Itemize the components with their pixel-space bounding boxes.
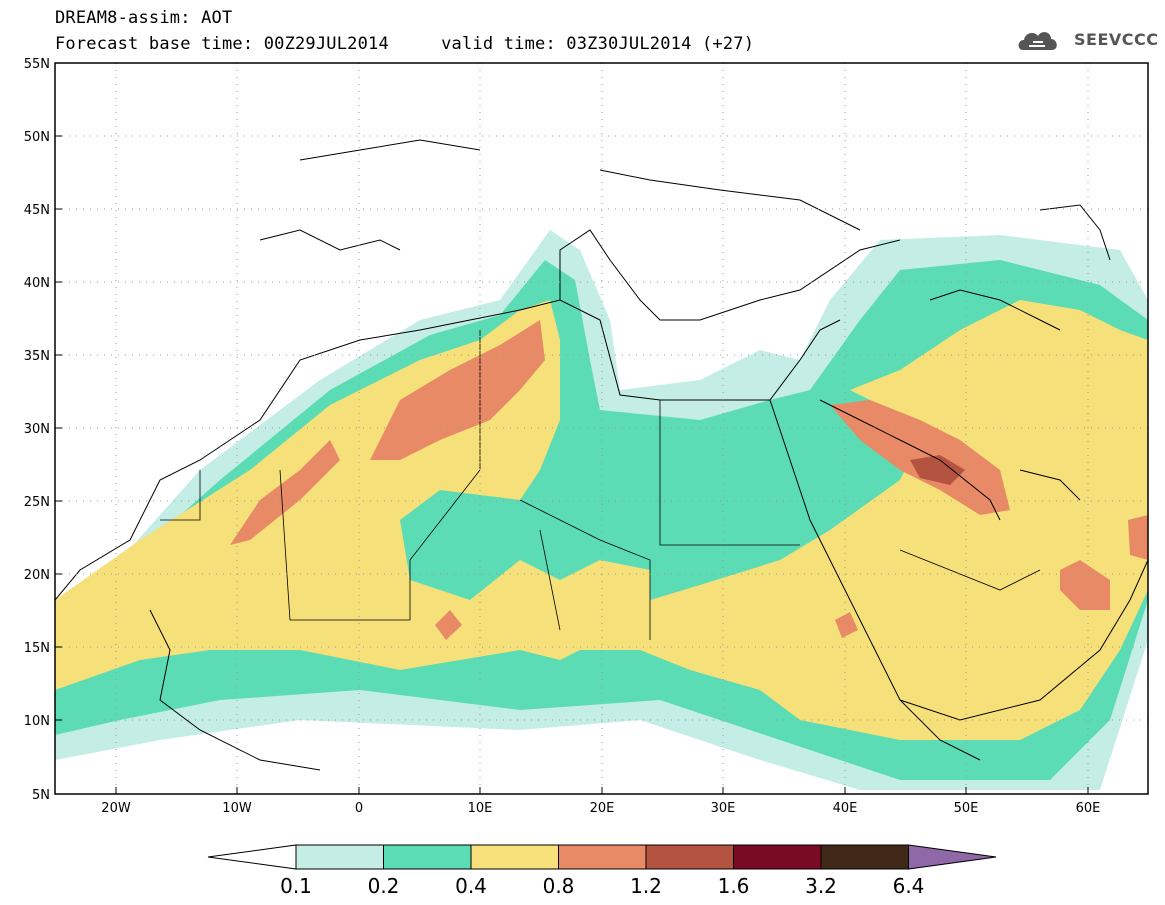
lat-label: 35N — [24, 349, 50, 364]
colorbar-label: 3.2 — [805, 874, 837, 898]
lon-label: 50E — [954, 801, 979, 816]
lat-label: 50N — [24, 130, 50, 145]
colorbar-swatch — [383, 844, 472, 870]
logo-text: SEEVCCC — [1074, 30, 1159, 49]
colorbar-label: 6.4 — [893, 874, 925, 898]
lon-label: 0 — [355, 801, 363, 816]
aot-shading — [55, 230, 1148, 790]
colorbar-upper-arrow — [908, 844, 997, 870]
lon-label: 20W — [101, 801, 131, 816]
lat-label: 45N — [24, 203, 50, 218]
colorbar-swatch — [645, 844, 734, 870]
longitude-labels: 20W 10W 0 10E 20E 30E 40E 50E 60E — [101, 801, 1100, 816]
lat-label: 25N — [24, 495, 50, 510]
lat-label: 10N — [24, 714, 50, 729]
colorbar — [207, 844, 997, 870]
cloud-logo-icon — [1018, 32, 1057, 50]
lon-label: 20E — [590, 801, 615, 816]
axis-ticks — [55, 62, 1089, 795]
colorbar-label: 1.2 — [630, 874, 662, 898]
colorbar-label: 0.8 — [543, 874, 575, 898]
colorbar-lower-arrow — [207, 844, 297, 870]
lat-label: 5N — [32, 788, 50, 803]
colorbar-swatch — [733, 844, 822, 870]
lat-label: 40N — [24, 276, 50, 291]
map-title: DREAM8-assim: AOT — [55, 8, 233, 28]
colorbar-label: 0.2 — [368, 874, 400, 898]
colorbar-swatch — [820, 844, 909, 870]
latitude-labels: 55N 50N 45N 40N 35N 30N 25N 20N 15N 10N … — [24, 57, 50, 803]
colorbar-swatch — [295, 844, 384, 870]
coastlines — [55, 139, 1148, 771]
lon-label: 10W — [222, 801, 252, 816]
lon-label: 60E — [1076, 801, 1101, 816]
lat-label: 30N — [24, 422, 50, 437]
lon-label: 30E — [711, 801, 736, 816]
lon-label: 40E — [833, 801, 858, 816]
lon-label: 10E — [468, 801, 493, 816]
colorbar-labels: 0.1 0.2 0.4 0.8 1.2 1.6 3.2 6.4 — [280, 874, 924, 898]
colorbar-label: 1.6 — [718, 874, 750, 898]
lat-label: 20N — [24, 568, 50, 583]
lat-label: 15N — [24, 641, 50, 656]
lat-label: 55N — [24, 57, 50, 72]
graticule — [55, 63, 1148, 794]
colorbar-swatch — [470, 844, 559, 870]
colorbar-label: 0.4 — [455, 874, 487, 898]
colorbar-swatch — [558, 844, 647, 870]
colorbar-label: 0.1 — [280, 874, 312, 898]
map-subtitle: Forecast base time: 00Z29JUL2014 valid t… — [55, 34, 755, 54]
